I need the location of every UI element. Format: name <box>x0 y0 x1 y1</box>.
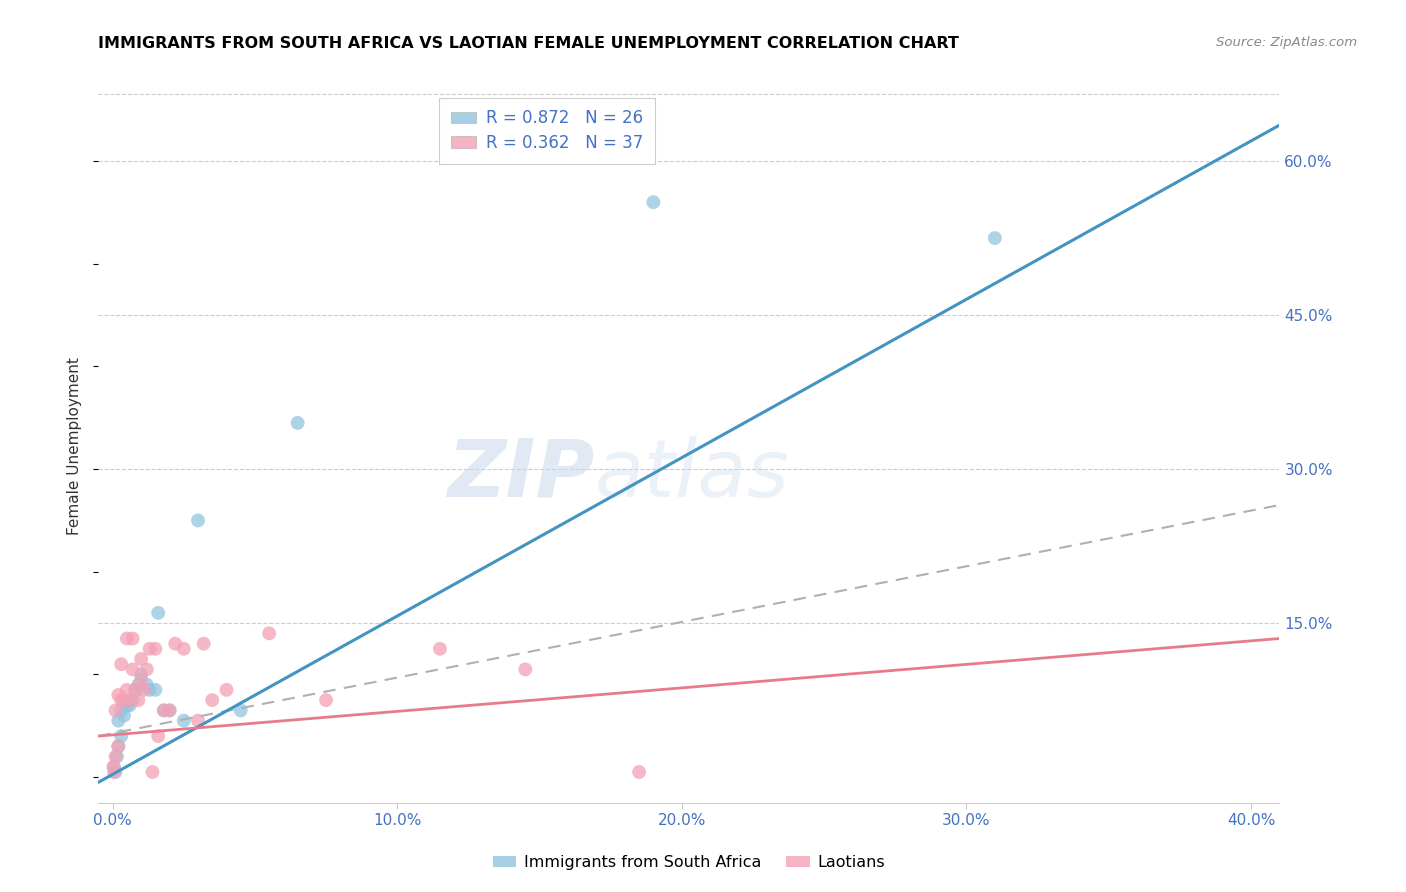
Point <box>187 513 209 527</box>
Point <box>148 729 170 743</box>
Point <box>229 703 252 717</box>
Point <box>107 714 129 728</box>
Point <box>104 764 127 779</box>
Legend: Immigrants from South Africa, Laotians: Immigrants from South Africa, Laotians <box>486 849 891 877</box>
Point <box>643 195 665 210</box>
Point <box>115 698 138 713</box>
Point <box>187 714 209 728</box>
Point <box>628 764 651 779</box>
Point <box>173 714 195 728</box>
Point <box>110 703 132 717</box>
Point <box>193 637 215 651</box>
Point <box>129 652 152 666</box>
Point <box>135 678 157 692</box>
Point <box>121 693 143 707</box>
Point <box>107 739 129 754</box>
Point <box>173 641 195 656</box>
Point <box>132 682 155 697</box>
Point <box>112 693 135 707</box>
Point <box>257 626 280 640</box>
Point <box>135 662 157 676</box>
Point <box>159 703 181 717</box>
Point <box>104 703 127 717</box>
Text: atlas: atlas <box>595 435 789 514</box>
Point <box>112 708 135 723</box>
Point <box>143 641 166 656</box>
Point <box>105 749 128 764</box>
Point <box>118 698 141 713</box>
Text: ZIP: ZIP <box>447 435 595 514</box>
Point <box>121 632 143 646</box>
Point <box>129 673 152 687</box>
Point <box>121 662 143 676</box>
Point <box>138 682 160 697</box>
Point <box>124 682 146 697</box>
Point <box>115 632 138 646</box>
Point <box>103 760 125 774</box>
Point <box>110 729 132 743</box>
Text: IMMIGRANTS FROM SOUTH AFRICA VS LAOTIAN FEMALE UNEMPLOYMENT CORRELATION CHART: IMMIGRANTS FROM SOUTH AFRICA VS LAOTIAN … <box>98 36 959 51</box>
Point <box>287 416 309 430</box>
Point <box>153 703 176 717</box>
Point <box>515 662 537 676</box>
Point <box>143 682 166 697</box>
Point <box>159 703 181 717</box>
Point <box>127 678 149 692</box>
Point <box>110 657 132 672</box>
Point <box>127 693 149 707</box>
Point <box>107 688 129 702</box>
Point <box>138 641 160 656</box>
Point <box>165 637 187 651</box>
Point <box>153 703 176 717</box>
Point <box>103 760 125 774</box>
Text: Source: ZipAtlas.com: Source: ZipAtlas.com <box>1216 36 1357 49</box>
Point <box>124 682 146 697</box>
Point <box>104 749 127 764</box>
Point <box>141 764 163 779</box>
Point <box>115 682 138 697</box>
Point <box>984 231 1007 245</box>
Point <box>103 764 125 779</box>
Point <box>110 693 132 707</box>
Point <box>315 693 337 707</box>
Point <box>429 641 451 656</box>
Point <box>107 739 129 754</box>
Y-axis label: Female Unemployment: Female Unemployment <box>67 357 83 535</box>
Point <box>148 606 170 620</box>
Point <box>201 693 224 707</box>
Point <box>118 693 141 707</box>
Point <box>129 667 152 681</box>
Point <box>215 682 238 697</box>
